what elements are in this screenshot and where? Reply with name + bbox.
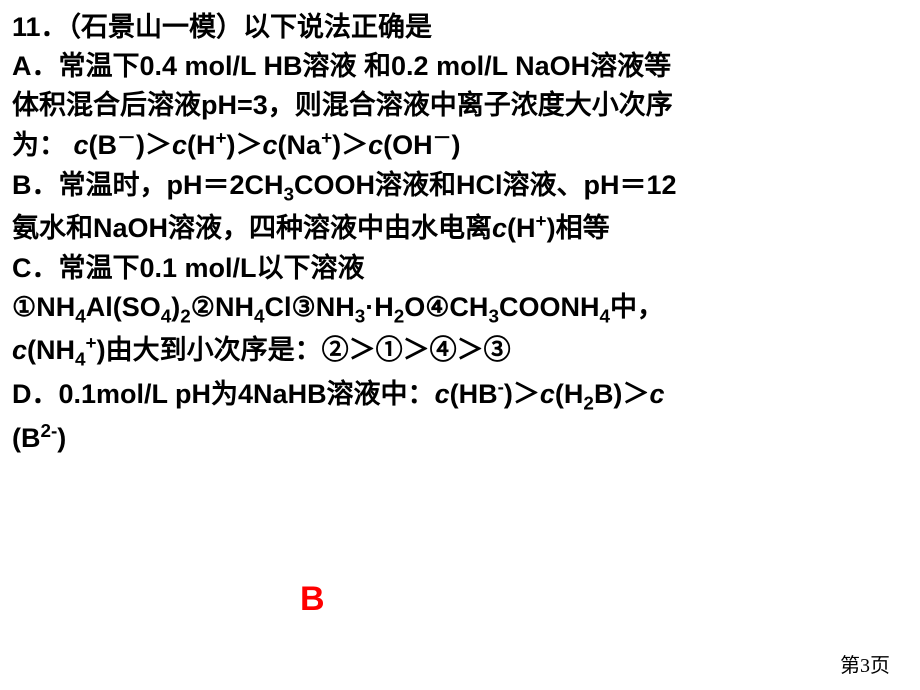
c-l3pre: (NH xyxy=(27,335,75,365)
close-d: ) xyxy=(57,423,66,453)
c-8: 中， xyxy=(610,292,664,322)
d-b2: (B xyxy=(12,423,41,453)
option-c: C．常温下0.1 mol/L以下溶液 ①NH4Al(SO4)2②NH4Cl③NH… xyxy=(12,249,908,375)
c-b: c xyxy=(492,213,507,243)
opt-b-label: B． xyxy=(12,170,59,200)
close-c2: ) xyxy=(97,335,106,365)
page-number: 第3页 xyxy=(840,649,890,678)
sup-plus-1: + xyxy=(215,128,226,149)
c-l3post: 由大到小次序是：②＞①＞④＞③ xyxy=(106,335,511,365)
opt-d-label: D． xyxy=(12,379,59,409)
na-plus: (Na xyxy=(278,130,322,160)
c3: c xyxy=(263,130,278,160)
c-2: Al(SO xyxy=(86,292,161,322)
b-minus: (B xyxy=(89,130,118,160)
opt-b-l2post: 相等 xyxy=(556,213,610,243)
opt-a-l2: 体积混合后溶液pH=3，则混合溶液中离子浓度大小次序 xyxy=(12,90,673,120)
d-h2b: (H xyxy=(555,379,584,409)
d-h2b-post: B) xyxy=(594,379,623,409)
option-d: D．0.1mol/L pH为4NaHB溶液中：c(HB-)＞c(H2B)＞c (… xyxy=(12,374,908,458)
cg2: )＞ xyxy=(227,130,263,160)
sup-2minus-d: 2- xyxy=(41,421,58,442)
sup-plus-c: + xyxy=(86,333,97,354)
c-4: Cl③NH xyxy=(264,292,354,322)
sup-plus-b: + xyxy=(536,211,547,232)
c1: c xyxy=(74,130,89,160)
question-block: 11．（石景山一模）以下说法正确是 A．常温下0.4 mol/L HB溶液 和0… xyxy=(12,8,908,458)
q-number: 11． xyxy=(12,12,68,42)
sub2-d1: 2 xyxy=(583,394,594,415)
cg-d1: )＞ xyxy=(504,379,540,409)
opt-b-l1: 常温时，pH＝2CH xyxy=(59,170,284,200)
opt-c-label: C． xyxy=(12,253,59,283)
c-d3: c xyxy=(649,379,664,409)
c2: c xyxy=(172,130,187,160)
b-hplus: (H xyxy=(507,213,536,243)
c-6: O④CH xyxy=(404,292,488,322)
question-stem: 11．（石景山一模）以下说法正确是 xyxy=(12,8,908,47)
sub2-c1: 2 xyxy=(180,306,191,327)
opt-a-l1: 常温下0.4 mol/L HB溶液 和0.2 mol/L NaOH溶液等 xyxy=(59,51,672,81)
close-c1: ) xyxy=(171,292,180,322)
opt-b-l2pre: 氨水和NaOH溶液，四种溶液中由水电离 xyxy=(12,213,492,243)
sub3-b1: 3 xyxy=(284,184,295,205)
opt-d-l1: 0.1mol/L pH为4NaHB溶液中： xyxy=(59,379,435,409)
sub2-c2: 2 xyxy=(394,306,405,327)
c-3: ②NH xyxy=(191,292,254,322)
sub4-c5: 4 xyxy=(75,350,86,371)
q-stem-text: 以下说法正确是 xyxy=(243,12,432,42)
sub3-c2: 3 xyxy=(488,306,499,327)
close-a: ) xyxy=(452,130,461,160)
c-c: c xyxy=(12,335,27,365)
c-1: ①NH xyxy=(12,292,75,322)
option-b: B．常温时，pH＝2CH3COOH溶液和HCl溶液、pH＝12 氨水和NaOH溶… xyxy=(12,166,908,249)
gt-d: ＞ xyxy=(622,379,649,409)
sub4-c1: 4 xyxy=(75,306,86,327)
cg3: )＞ xyxy=(332,130,368,160)
opt-a-l3pre: 为： xyxy=(12,130,74,160)
c4: c xyxy=(368,130,383,160)
sub3-c1: 3 xyxy=(355,306,366,327)
answer-text: B xyxy=(300,580,325,619)
sub4-c3: 4 xyxy=(254,306,265,327)
c-5: ·H xyxy=(365,292,394,322)
oh-minus: (OH xyxy=(383,130,433,160)
sup-minus-1: － xyxy=(117,128,136,149)
q-source: （石景山一模） xyxy=(68,12,244,42)
cg1: )＞ xyxy=(136,130,172,160)
h-plus: (H xyxy=(187,130,216,160)
c-7: COONH xyxy=(499,292,600,322)
c-d2: c xyxy=(540,379,555,409)
sub4-c2: 4 xyxy=(161,306,172,327)
opt-a-label: A． xyxy=(12,51,59,81)
close-b: ) xyxy=(547,213,556,243)
c-d1: c xyxy=(435,379,450,409)
opt-c-l1: 常温下0.1 mol/L以下溶液 xyxy=(59,253,365,283)
sup-plus-2: + xyxy=(321,128,332,149)
sub4-c4: 4 xyxy=(599,306,610,327)
sup-minus-2: － xyxy=(433,128,452,149)
opt-b-l1mid: COOH溶液和HCl溶液、pH＝12 xyxy=(294,170,677,200)
d-hb: (HB xyxy=(450,379,498,409)
option-a: A．常温下0.4 mol/L HB溶液 和0.2 mol/L NaOH溶液等 体… xyxy=(12,47,908,165)
